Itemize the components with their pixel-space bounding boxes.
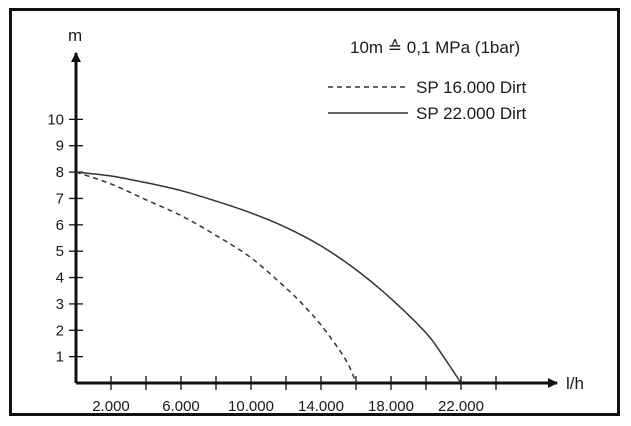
pump-curve-chart: 10m ≙ 0,1 MPa (1bar) SP 16.000 Dirt SP 2… bbox=[47, 26, 584, 413]
x-tick-label: 6.000 bbox=[162, 398, 200, 413]
legend-label-sp22000: SP 22.000 Dirt bbox=[416, 104, 527, 123]
x-tick-label: 14.000 bbox=[298, 398, 344, 413]
y-tick-label: 1 bbox=[56, 349, 64, 366]
legend: 10m ≙ 0,1 MPa (1bar) SP 16.000 Dirt SP 2… bbox=[328, 38, 527, 123]
y-tick-label: 3 bbox=[56, 296, 64, 313]
legend-label-sp16000: SP 16.000 Dirt bbox=[416, 78, 527, 97]
series-line-sp16000 bbox=[75, 171, 357, 384]
y-ticks: 1 2 3 4 5 6 7 8 9 10 bbox=[47, 111, 83, 366]
axes: m l/h bbox=[68, 26, 584, 393]
pressure-annotation: 10m ≙ 0,1 MPa (1bar) bbox=[350, 38, 520, 57]
plot-series bbox=[75, 171, 462, 384]
chart-frame: 10m ≙ 0,1 MPa (1bar) SP 16.000 Dirt SP 2… bbox=[9, 8, 620, 416]
y-axis-unit-label: m bbox=[68, 26, 82, 45]
y-tick-label: 5 bbox=[56, 243, 64, 260]
y-tick-label: 10 bbox=[47, 111, 64, 128]
x-tick-label: 2.000 bbox=[92, 398, 130, 413]
series-line-sp22000 bbox=[75, 171, 462, 384]
y-tick-label: 8 bbox=[56, 164, 64, 181]
y-tick-label: 7 bbox=[56, 190, 64, 207]
y-tick-label: 4 bbox=[56, 270, 64, 287]
x-tick-label: 10.000 bbox=[228, 398, 274, 413]
y-tick-label: 6 bbox=[56, 217, 64, 234]
x-tick-label: 22.000 bbox=[438, 398, 484, 413]
x-axis-unit-label: l/h bbox=[566, 374, 584, 393]
y-tick-label: 9 bbox=[56, 138, 64, 155]
x-ticks: 2.000 6.000 10.000 14.000 18.000 22.000 bbox=[92, 376, 497, 413]
y-tick-label: 2 bbox=[56, 322, 64, 339]
x-tick-label: 18.000 bbox=[368, 398, 414, 413]
